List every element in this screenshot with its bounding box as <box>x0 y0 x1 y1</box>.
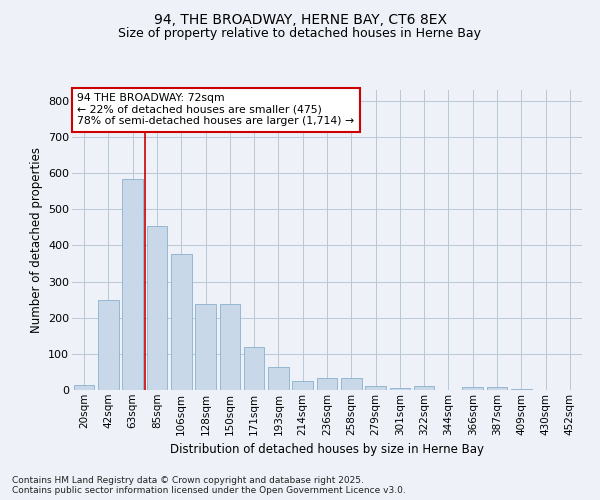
X-axis label: Distribution of detached houses by size in Herne Bay: Distribution of detached houses by size … <box>170 443 484 456</box>
Bar <box>122 178 143 390</box>
Bar <box>317 378 337 390</box>
Text: Contains HM Land Registry data © Crown copyright and database right 2025.
Contai: Contains HM Land Registry data © Crown c… <box>12 476 406 495</box>
Bar <box>171 254 191 390</box>
Bar <box>389 388 410 390</box>
Text: 94, THE BROADWAY, HERNE BAY, CT6 8EX: 94, THE BROADWAY, HERNE BAY, CT6 8EX <box>154 12 446 26</box>
Bar <box>195 304 216 390</box>
Bar <box>220 304 240 390</box>
Text: Size of property relative to detached houses in Herne Bay: Size of property relative to detached ho… <box>119 28 482 40</box>
Bar <box>98 300 119 390</box>
Bar <box>341 378 362 390</box>
Text: 94 THE BROADWAY: 72sqm
← 22% of detached houses are smaller (475)
78% of semi-de: 94 THE BROADWAY: 72sqm ← 22% of detached… <box>77 93 354 126</box>
Bar <box>74 384 94 390</box>
Bar <box>146 226 167 390</box>
Bar <box>244 346 265 390</box>
Y-axis label: Number of detached properties: Number of detached properties <box>29 147 43 333</box>
Bar <box>268 367 289 390</box>
Bar <box>463 387 483 390</box>
Bar <box>365 386 386 390</box>
Bar <box>487 387 508 390</box>
Bar <box>292 381 313 390</box>
Bar <box>414 386 434 390</box>
